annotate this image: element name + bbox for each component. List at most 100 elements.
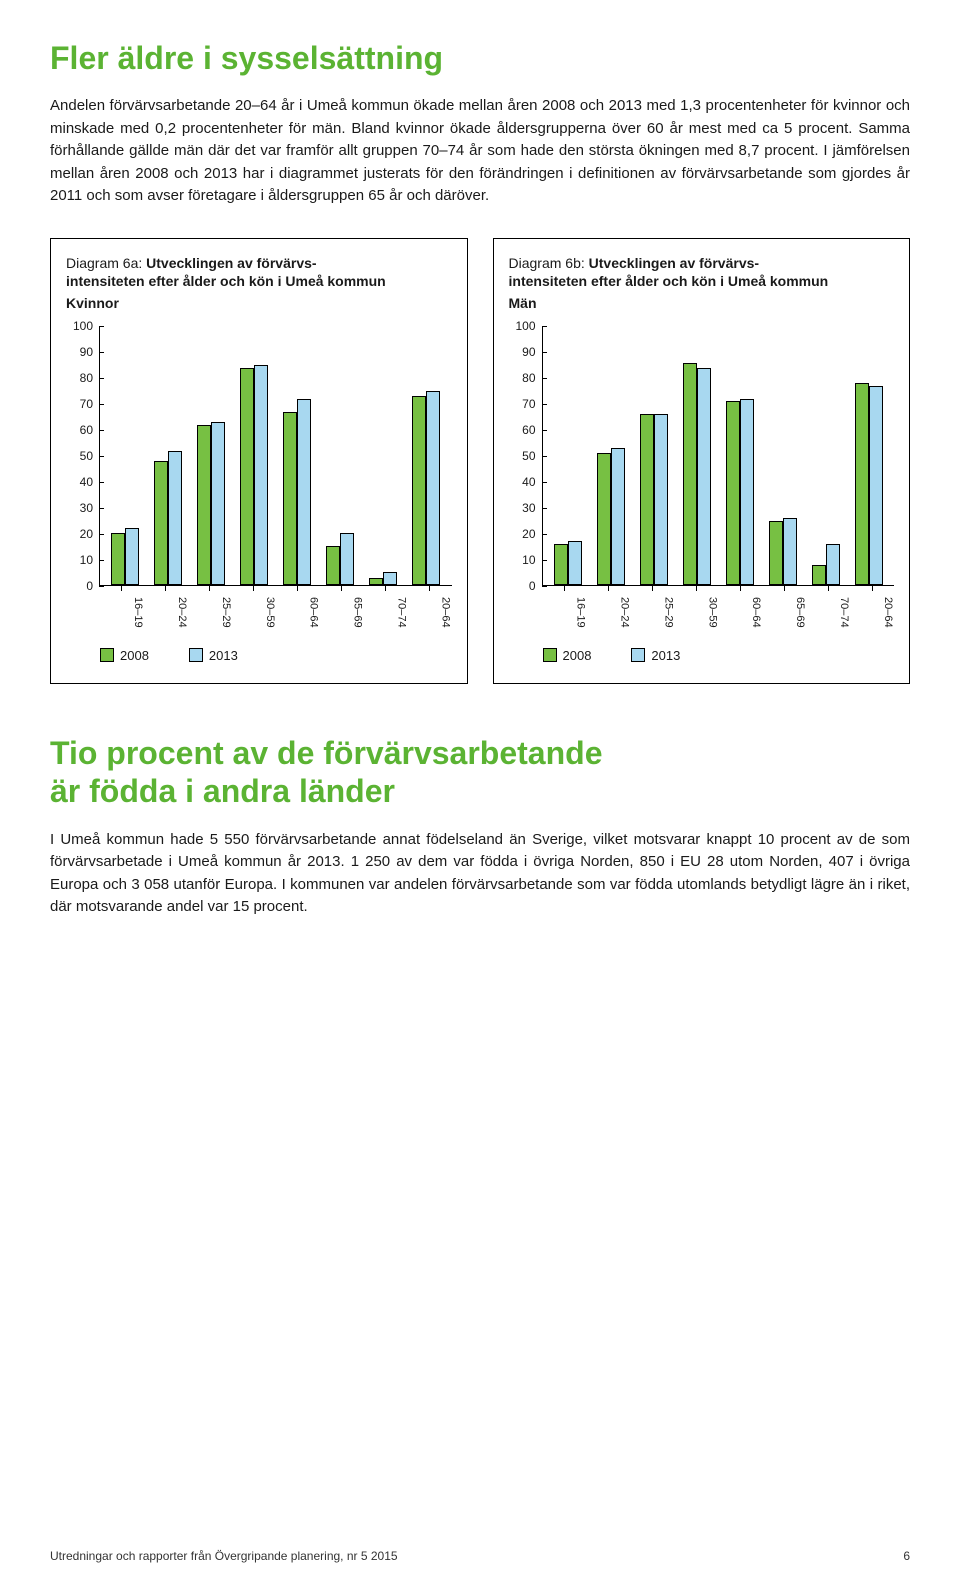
bar-group	[405, 326, 448, 585]
y-axis-label: 70	[522, 397, 535, 411]
x-axis-label: 20–24	[144, 597, 188, 628]
bar	[554, 544, 568, 585]
bar-group	[804, 326, 847, 585]
x-axis-label: 20–24	[586, 597, 630, 628]
bar	[726, 401, 740, 585]
y-axis-label: 60	[522, 423, 535, 437]
x-axis-label: 70–74	[806, 597, 850, 628]
bar	[240, 368, 254, 586]
legend-label: 2013	[209, 648, 238, 663]
chart-6a: Diagram 6a: Utvecklingen av förvärvs-int…	[50, 238, 468, 684]
bar-group	[233, 326, 276, 585]
y-axis-label: 10	[80, 553, 93, 567]
x-axis-label: 30–59	[674, 597, 718, 628]
bar	[611, 448, 625, 585]
y-axis: 0102030405060708090100	[509, 326, 543, 586]
section2-heading: Tio procent av de förvärvsarbetande är f…	[50, 734, 910, 811]
bar	[254, 365, 268, 585]
footer-left: Utredningar och rapporter från Övergripa…	[50, 1549, 398, 1563]
bar	[426, 391, 440, 585]
x-axis-label: 65–69	[320, 597, 364, 628]
bar-group	[104, 326, 147, 585]
bar-group	[847, 326, 890, 585]
y-axis-label: 50	[80, 449, 93, 463]
chart-plot	[100, 326, 452, 586]
chart-title: Diagram 6a: Utvecklingen av förvärvs-int…	[66, 254, 452, 292]
section2-heading-line1: Tio procent av de förvärvsarbetande	[50, 735, 602, 771]
legend-label: 2013	[651, 648, 680, 663]
bar	[340, 533, 354, 585]
legend-swatch	[189, 648, 203, 662]
y-axis-label: 0	[529, 579, 536, 593]
legend-item: 2013	[631, 648, 680, 663]
bar	[297, 399, 311, 585]
x-axis-label: 30–59	[232, 597, 276, 628]
bar	[740, 399, 754, 585]
legend-swatch	[631, 648, 645, 662]
section1-heading: Fler äldre i sysselsättning	[50, 40, 910, 77]
x-axis-label: 60–64	[276, 597, 320, 628]
bar	[697, 368, 711, 586]
charts-row: Diagram 6a: Utvecklingen av förvärvs-int…	[50, 238, 910, 684]
footer-page-number: 6	[903, 1549, 910, 1563]
chart-plot	[543, 326, 895, 586]
y-axis-label: 50	[522, 449, 535, 463]
bar	[640, 414, 654, 585]
bar	[826, 544, 840, 585]
section2-paragraph: I Umeå kommun hade 5 550 förvärvsarbetan…	[50, 829, 910, 919]
bar	[211, 422, 225, 585]
y-axis-label: 20	[80, 527, 93, 541]
legend-label: 2008	[563, 648, 592, 663]
y-axis-label: 20	[522, 527, 535, 541]
bar-group	[319, 326, 362, 585]
y-axis: 0102030405060708090100	[66, 326, 100, 586]
bar-group	[675, 326, 718, 585]
x-axis-label: 16–19	[543, 597, 587, 628]
chart-title: Diagram 6b: Utvecklingen av förvärvs-int…	[509, 254, 895, 292]
bar	[654, 414, 668, 585]
y-axis-label: 80	[80, 371, 93, 385]
bar	[369, 578, 383, 586]
x-axis: 16–1920–2425–2930–5960–6465–6970–7420–64	[66, 597, 452, 628]
section2-heading-line2: är födda i andra länder	[50, 773, 395, 809]
bar	[168, 451, 182, 586]
bar	[412, 396, 426, 585]
section1-paragraph: Andelen förvärvsarbetande 20–64 år i Ume…	[50, 95, 910, 208]
y-axis-label: 10	[522, 553, 535, 567]
y-axis-label: 40	[522, 475, 535, 489]
chart-legend: 2008 2013	[66, 648, 452, 663]
chart-area: 0102030405060708090100	[509, 326, 895, 586]
legend-item: 2008	[543, 648, 592, 663]
bar	[111, 533, 125, 585]
chart-area: 0102030405060708090100	[66, 326, 452, 586]
bar	[855, 383, 869, 585]
bar	[283, 412, 297, 586]
y-axis-label: 70	[80, 397, 93, 411]
chart-subtitle: Kvinnor	[66, 295, 452, 311]
y-axis-label: 60	[80, 423, 93, 437]
y-axis-label: 100	[515, 319, 535, 333]
x-axis-label: 16–19	[100, 597, 144, 628]
x-axis-label: 25–29	[630, 597, 674, 628]
bar	[383, 572, 397, 585]
legend-item: 2008	[100, 648, 149, 663]
bar-group	[761, 326, 804, 585]
bar	[197, 425, 211, 586]
bar	[125, 528, 139, 585]
y-axis-label: 30	[80, 501, 93, 515]
legend-item: 2013	[189, 648, 238, 663]
bar-group	[589, 326, 632, 585]
x-axis-label: 20–64	[408, 597, 452, 628]
bar	[783, 518, 797, 585]
x-axis-label: 65–69	[762, 597, 806, 628]
legend-swatch	[100, 648, 114, 662]
bar-group	[362, 326, 405, 585]
chart-6b: Diagram 6b: Utvecklingen av förvärvs-int…	[493, 238, 911, 684]
page-footer: Utredningar och rapporter från Övergripa…	[50, 1549, 910, 1563]
bar	[812, 565, 826, 586]
bar-group	[190, 326, 233, 585]
bar	[683, 363, 697, 586]
bar	[769, 521, 783, 586]
chart-subtitle: Män	[509, 295, 895, 311]
y-axis-label: 100	[73, 319, 93, 333]
